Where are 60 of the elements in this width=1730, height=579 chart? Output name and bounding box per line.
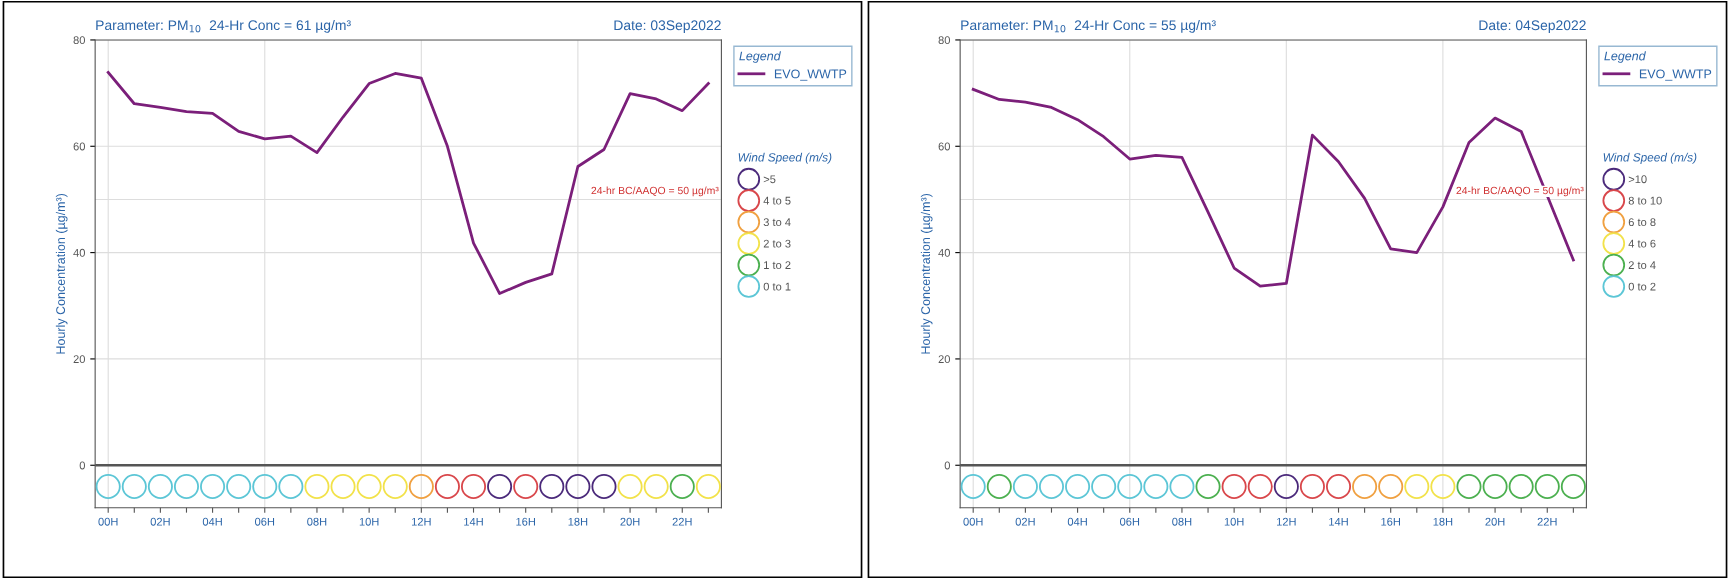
y-tick-label: 80 bbox=[938, 36, 950, 45]
y-tick-label: 0 bbox=[944, 461, 950, 470]
legend-label: >5 bbox=[763, 175, 776, 184]
legend-label: 3 to 4 bbox=[763, 218, 791, 227]
x-tick-label: 14H bbox=[1329, 517, 1348, 526]
legend-label: 6 to 8 bbox=[1628, 218, 1656, 227]
x-tick-label: 06H bbox=[255, 517, 275, 526]
legend-title: Legend bbox=[739, 51, 781, 63]
x-tick-label: 12H bbox=[1276, 517, 1296, 526]
x-tick-label: 00H bbox=[98, 517, 118, 526]
legend-label: 0 to 2 bbox=[1628, 282, 1656, 291]
x-tick-label: 20H bbox=[1485, 517, 1505, 526]
legend-label: EVO_WWTP bbox=[1639, 69, 1712, 81]
x-tick-label: 12H bbox=[411, 517, 431, 526]
legend-label: 0 to 1 bbox=[763, 282, 791, 291]
chart-title: Parameter: PM$_{10}$ 24-Hr Conc = 61 µg/m³ bbox=[96, 19, 351, 33]
y-tick-label: 60 bbox=[938, 142, 950, 151]
ref-line-label: 24-hr BC/AAQO = 50 µg/m³ bbox=[1456, 186, 1584, 197]
y-tick-label: 20 bbox=[938, 355, 950, 364]
x-tick-label: 06H bbox=[1120, 517, 1140, 526]
x-tick-label: 00H bbox=[963, 517, 983, 526]
x-tick-label: 02H bbox=[1015, 517, 1035, 526]
legend-label: 1 to 2 bbox=[764, 261, 791, 270]
x-tick-label: 08H bbox=[307, 517, 327, 526]
legend-label: 2 to 3 bbox=[763, 239, 791, 248]
chart-subtitle: Date: 04Sep2022 bbox=[1479, 20, 1586, 33]
y-tick-label: 20 bbox=[73, 355, 85, 364]
legend-label: >10 bbox=[1628, 175, 1647, 184]
x-tick-label: 14H bbox=[464, 517, 483, 526]
ref-line-label: 24-hr BC/AAQO = 50 µg/m³ bbox=[591, 186, 719, 197]
x-tick-label: 10H bbox=[1224, 517, 1244, 526]
legend-label: 8 to 10 bbox=[1628, 196, 1662, 205]
legend-label: 4 to 5 bbox=[763, 196, 791, 205]
x-tick-label: 18H bbox=[1433, 517, 1453, 526]
x-tick-label: 16H bbox=[1381, 517, 1400, 526]
x-tick-label: 04H bbox=[202, 517, 222, 526]
x-tick-label: 04H bbox=[1067, 517, 1087, 526]
y-tick-label: 40 bbox=[73, 248, 85, 257]
chart-subtitle: Date: 03Sep2022 bbox=[614, 20, 721, 33]
text: Wind Speed (m/s) bbox=[1603, 152, 1697, 164]
x-tick-label: 10H bbox=[359, 517, 379, 526]
y-axis-title: Hourly Concentration (µg/m³) bbox=[920, 193, 933, 354]
x-tick-label: 18H bbox=[568, 517, 588, 526]
y-tick-label: 60 bbox=[73, 142, 85, 151]
x-tick-label: 16H bbox=[516, 517, 535, 526]
x-tick-label: 08H bbox=[1172, 517, 1192, 526]
y-tick-label: 80 bbox=[73, 36, 85, 45]
x-tick-label: 20H bbox=[620, 517, 640, 526]
y-tick-label: 0 bbox=[79, 461, 85, 470]
x-tick-label: 02H bbox=[150, 517, 170, 526]
legend-label: 2 to 4 bbox=[1628, 261, 1656, 270]
legend-title: Legend bbox=[1604, 51, 1646, 63]
chart-title: Parameter: PM$_{10}$ 24-Hr Conc = 55 µg/m³ bbox=[961, 19, 1216, 33]
legend-label: EVO_WWTP bbox=[774, 69, 847, 81]
legend-label: 4 to 6 bbox=[1628, 239, 1656, 248]
y-axis-title: Hourly Concentration (µg/m³) bbox=[55, 193, 68, 354]
y-tick-label: 40 bbox=[938, 248, 950, 257]
text: Wind Speed (m/s) bbox=[738, 152, 832, 164]
x-tick-label: 22H bbox=[1537, 517, 1557, 526]
x-tick-label: 22H bbox=[672, 517, 692, 526]
